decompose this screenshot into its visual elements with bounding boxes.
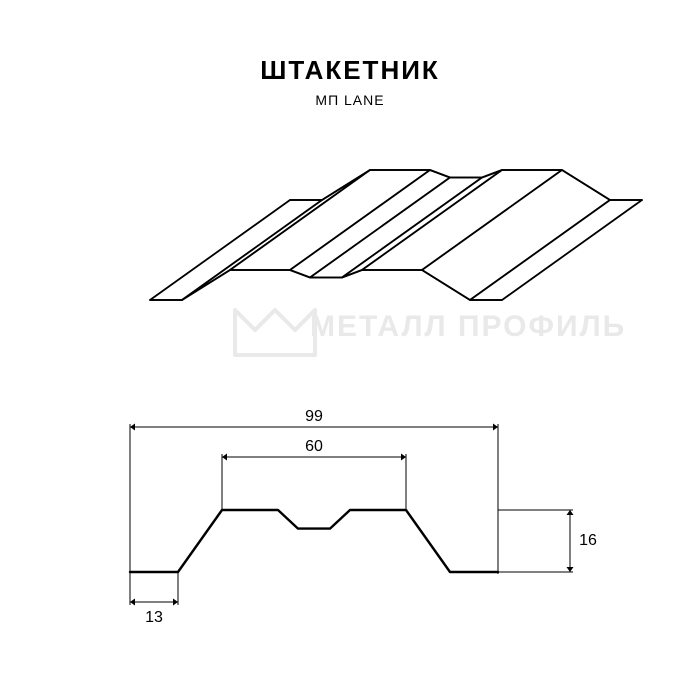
- technical-drawing: 99 60 16 13: [0, 0, 700, 700]
- svg-text:99: 99: [305, 408, 323, 425]
- svg-text:16: 16: [579, 532, 597, 549]
- svg-text:60: 60: [305, 438, 323, 455]
- svg-text:13: 13: [145, 609, 163, 626]
